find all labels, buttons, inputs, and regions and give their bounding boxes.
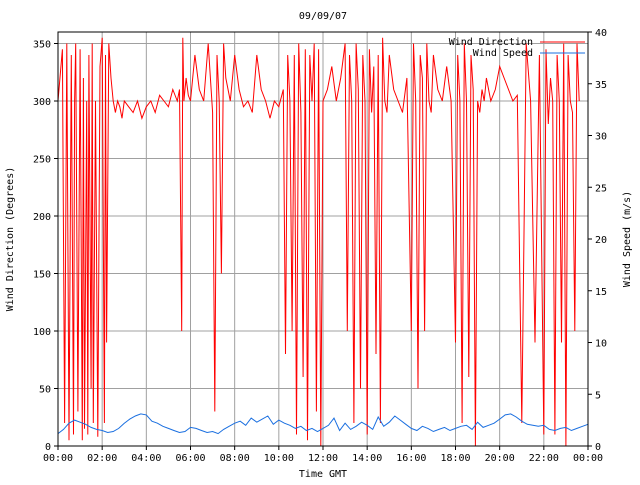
y-right-tick-label: 0 [595, 442, 601, 453]
x-tick-label: 06:00 [175, 453, 205, 464]
legend-label-wind-direction: Wind Direction [449, 37, 533, 48]
x-tick-label: 08:00 [220, 453, 250, 464]
x-tick-label: 00:00 [573, 453, 603, 464]
y-right-tick-label: 35 [595, 80, 607, 91]
y-left-tick-label: 350 [33, 40, 51, 51]
series-layer [57, 37, 589, 447]
y-left-tick-label: 100 [33, 327, 51, 338]
tick-labels: 00:00 02:00 04:00 06:00 08:00 10:00 12:00 14:00… [33, 28, 607, 464]
x-tick-label: 22:00 [529, 453, 559, 464]
y-left-tick-label: 200 [33, 212, 51, 223]
y-axis-left-label: Wind Direction (Degrees) [5, 167, 16, 312]
x-tick-label: 04:00 [131, 453, 161, 464]
series-line-wind-direction [57, 37, 580, 447]
x-tick-label: 16:00 [396, 453, 426, 464]
y-right-tick-label: 40 [595, 28, 607, 39]
y-right-tick-label: 15 [595, 287, 607, 298]
x-tick-label: 10:00 [264, 453, 294, 464]
x-tick-label: 20:00 [485, 453, 515, 464]
y-left-tick-label: 250 [33, 155, 51, 166]
x-tick-label: 00:00 [43, 453, 73, 464]
chart-title: 09/09/07 [299, 11, 347, 22]
y-right-tick-label: 20 [595, 235, 607, 246]
series-line-wind-speed [57, 413, 589, 435]
x-tick-label: 18:00 [440, 453, 470, 464]
y-right-tick-label: 10 [595, 339, 607, 350]
x-tick-label: 02:00 [87, 453, 117, 464]
y-left-tick-label: 0 [45, 442, 51, 453]
y-right-tick-label: 25 [595, 183, 607, 194]
y-left-tick-label: 300 [33, 97, 51, 108]
y-right-tick-label: 30 [595, 132, 607, 143]
y-right-tick-label: 5 [595, 390, 601, 401]
x-tick-label: 12:00 [308, 453, 338, 464]
y-left-tick-label: 150 [33, 270, 51, 281]
grid [58, 32, 588, 446]
y-axis-right-label: Wind Speed (m/s) [622, 191, 633, 287]
legend: Wind Direction Wind Speed [449, 37, 585, 59]
x-tick-label: 14:00 [352, 453, 382, 464]
y-left-tick-label: 50 [39, 385, 51, 396]
x-axis-label: Time GMT [299, 469, 347, 480]
legend-label-wind-speed: Wind Speed [473, 48, 533, 59]
